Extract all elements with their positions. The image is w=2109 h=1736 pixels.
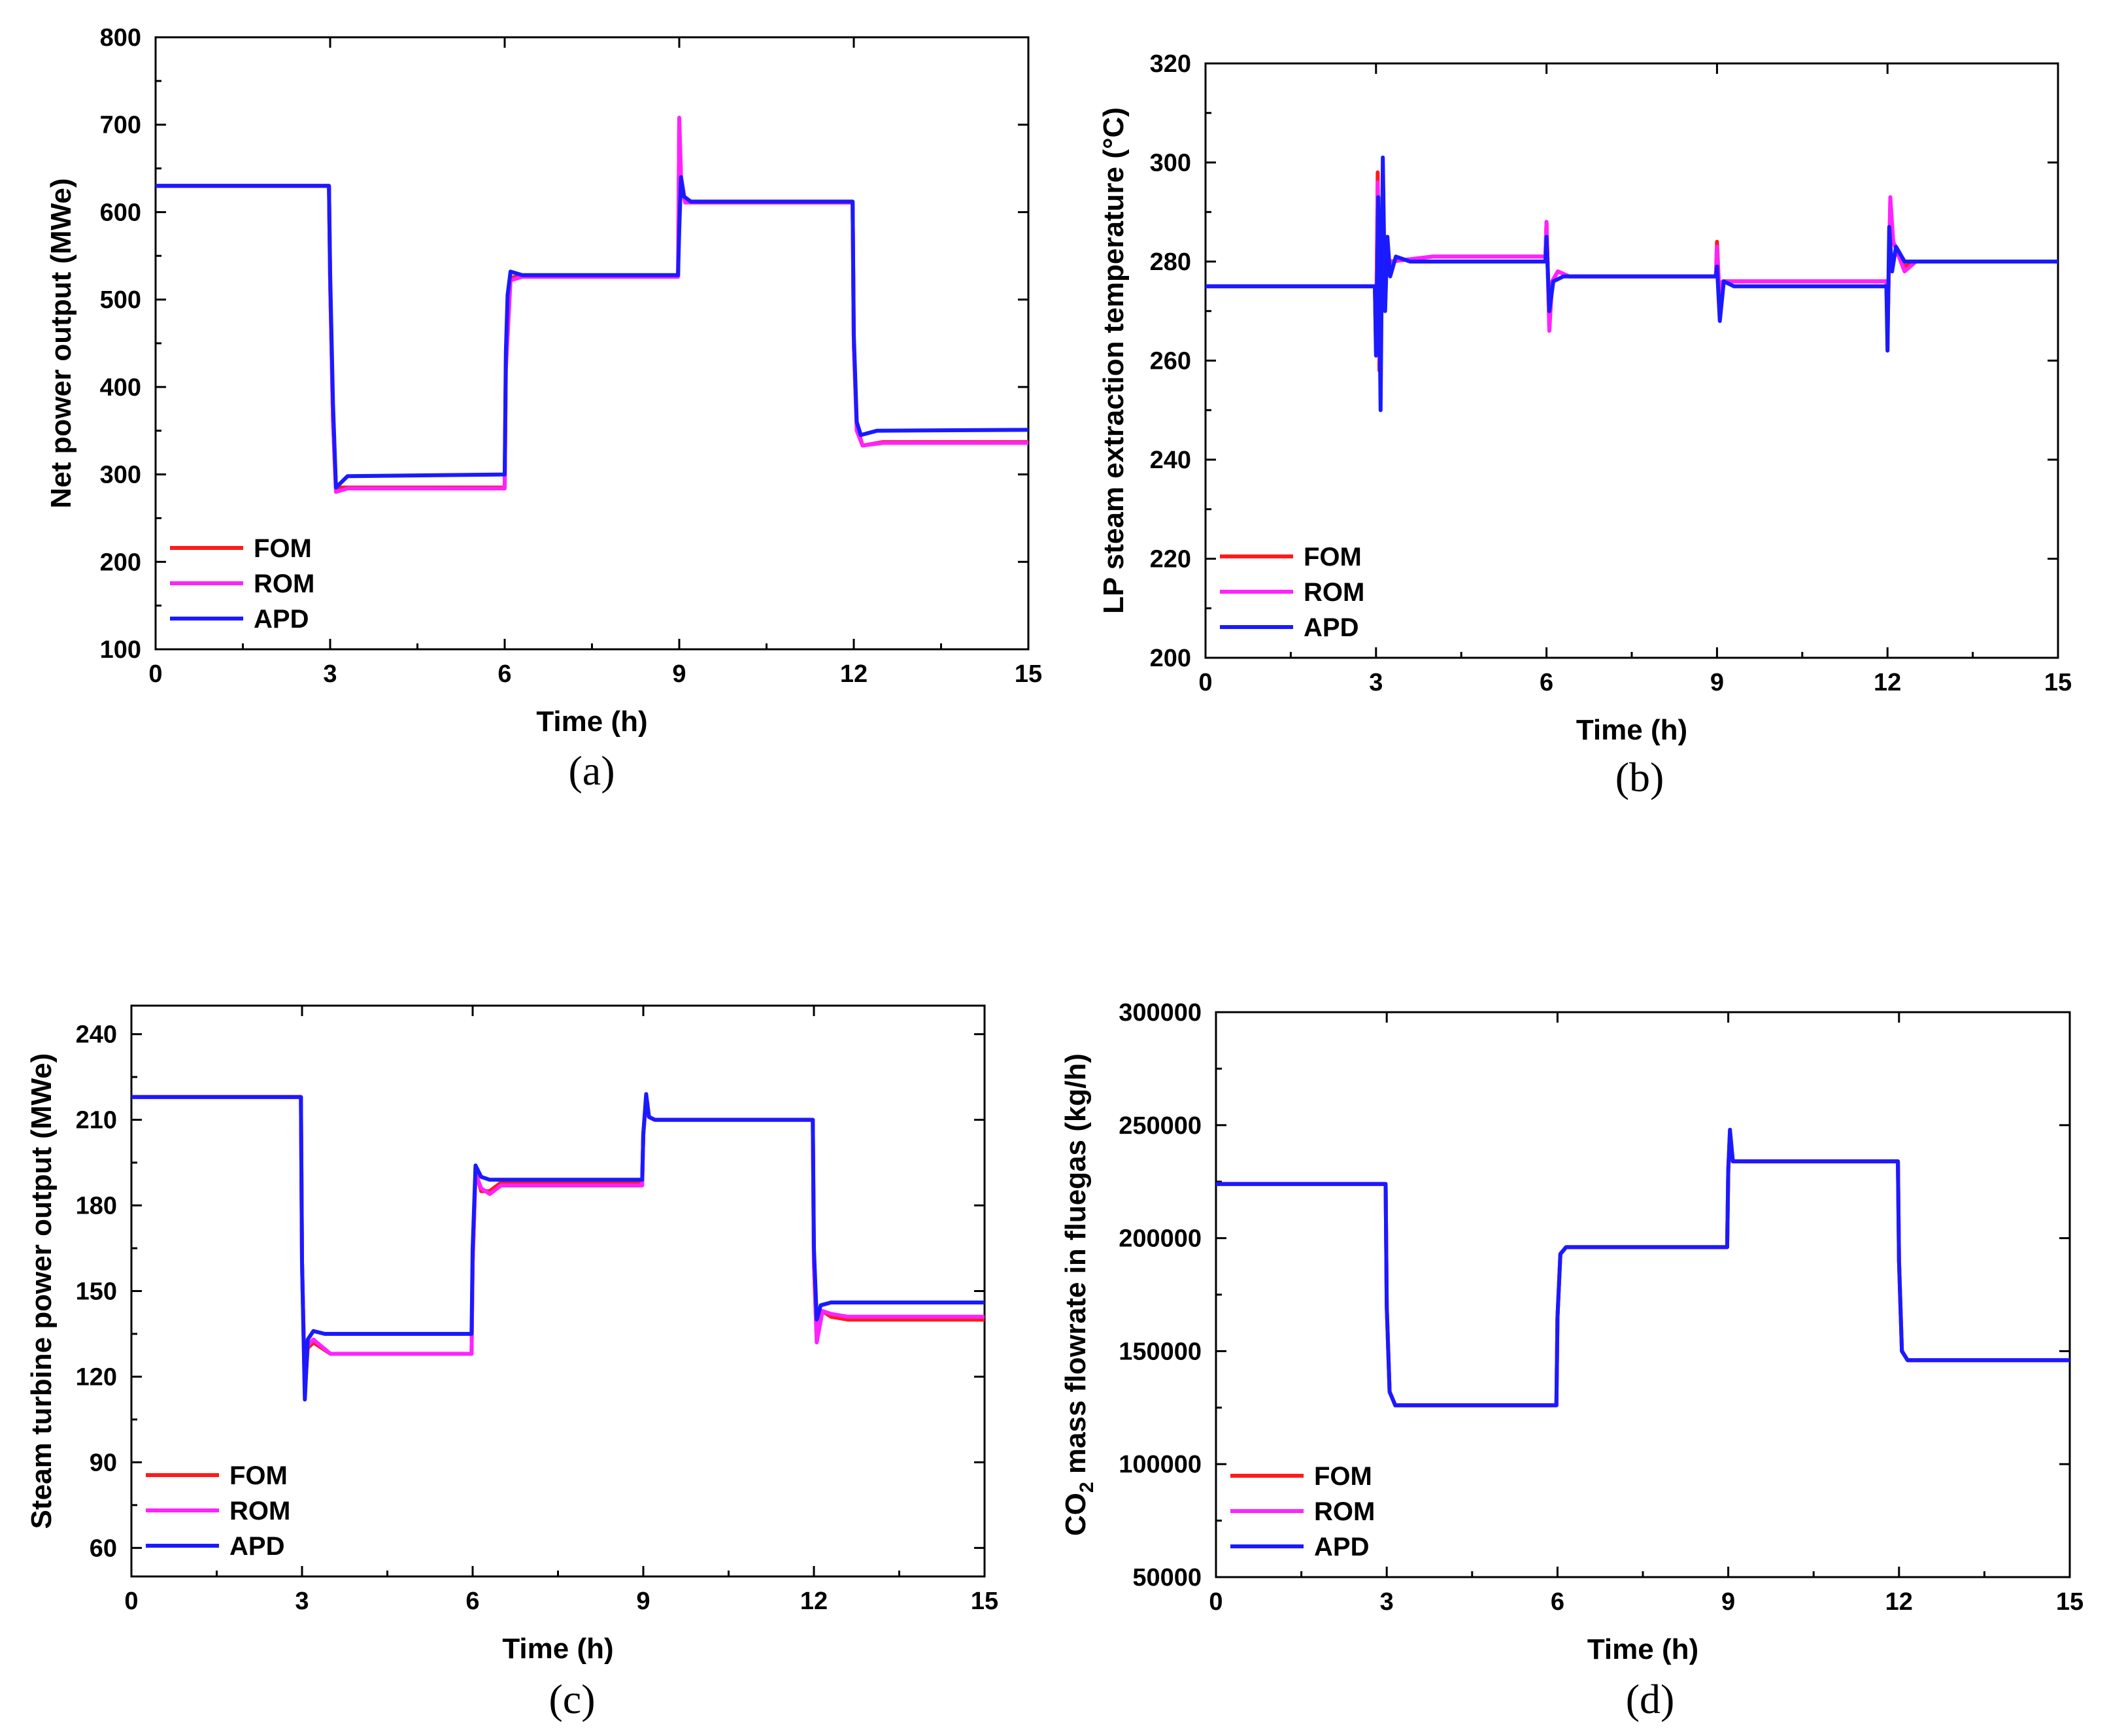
y-tick-label: 200: [100, 549, 141, 576]
series-line-fom: [156, 121, 1028, 490]
x-tick-label: 12: [840, 660, 868, 688]
y-tick-label: 60: [90, 1535, 117, 1562]
x-tick-label: 9: [1710, 669, 1724, 696]
x-tick-label: 3: [1380, 1588, 1394, 1616]
x-tick-label: 15: [2044, 669, 2072, 696]
chart-panel-a: 0 3 6 9 12 15 100 200 300 400 500 600 700 800 FOM ROM AP…: [45, 24, 1042, 794]
x-tick-label: 12: [1874, 669, 1901, 696]
chart-panel-c: 0 3 6 9 12 15 60 90 120 150 180 210 240 FOM ROM APD Time…: [25, 1004, 998, 1722]
y-tick-label: 800: [100, 24, 141, 52]
y-tick-label: 100000: [1119, 1451, 1202, 1478]
y-tick-label: 240: [76, 1021, 117, 1049]
y-axis-title: CO2 mass flowrate in fluegas (kg/h): [1060, 1053, 1098, 1536]
y-tick-label: 280: [1150, 248, 1191, 276]
x-axis-title: Time (h): [502, 1633, 613, 1665]
x-tick-label: 6: [1540, 669, 1553, 696]
legend-label-fom: FOM: [229, 1461, 288, 1490]
series-line-rom: [131, 1095, 985, 1390]
legend-label-fom: FOM: [1314, 1462, 1372, 1491]
legend-label-rom: ROM: [1314, 1497, 1375, 1526]
legend-label-apd: APD: [1304, 613, 1358, 642]
y-tick-label: 150000: [1119, 1338, 1202, 1365]
x-tick-label: 6: [498, 660, 511, 688]
series-group: [1216, 1127, 2070, 1408]
y-tick-label: 240: [1150, 447, 1191, 474]
y-tick-label: 400: [100, 374, 141, 401]
y-tick-label: 180: [76, 1193, 117, 1220]
x-tick-label: 0: [1209, 1588, 1223, 1616]
x-tick-label: 15: [971, 1588, 998, 1615]
plot-frame: [1215, 1011, 2071, 1578]
y-tick-label: 250000: [1119, 1112, 1202, 1140]
x-tick-label: 15: [1015, 660, 1042, 688]
legend-label-fom: FOM: [254, 534, 312, 563]
x-tick-label: 12: [1885, 1588, 1913, 1616]
x-tick-label: 3: [323, 660, 337, 688]
chart-panel-b: 0 3 6 9 12 15 200 220 240 260 280 300 320 FOM ROM APD Ti…: [1098, 50, 2072, 800]
legend-label-apd: APD: [1314, 1533, 1369, 1561]
y-axis-title: LP steam extraction temperature (°C): [1098, 107, 1130, 614]
x-tick-label: 3: [1369, 669, 1383, 696]
y-tick-label: 200: [1150, 645, 1191, 672]
x-tick-label: 0: [1198, 669, 1212, 696]
x-axis-title: Time (h): [536, 706, 647, 738]
x-tick-label: 12: [800, 1588, 828, 1615]
y-tick-label: 100: [100, 636, 141, 664]
legend-label-apd: APD: [254, 605, 309, 634]
series-line-apd: [131, 1092, 985, 1402]
series-group: [131, 1092, 985, 1402]
series-line-fom: [131, 1095, 985, 1393]
y-tick-label: 300: [100, 462, 141, 489]
series-line-apd: [1206, 155, 2058, 413]
series-line-fom: [1206, 170, 2058, 373]
y-tick-label: 260: [1150, 348, 1191, 375]
x-axis-title: Time (h): [1587, 1633, 1698, 1665]
panel-caption: (c): [548, 1676, 595, 1722]
panel-caption: (d): [1626, 1676, 1675, 1722]
panel-caption: (b): [1615, 754, 1664, 800]
y-axis-title: Net power output (MWe): [45, 178, 77, 508]
series-line-apd: [1216, 1127, 2070, 1408]
series-line-rom: [1206, 180, 2058, 363]
x-tick-label: 3: [295, 1588, 309, 1615]
legend-label-rom: ROM: [254, 570, 314, 598]
legend-label-rom: ROM: [1304, 578, 1364, 607]
chart-panel-d: 0 3 6 9 12 15 50000 100000 150000 200000 250000 300…: [1060, 999, 2084, 1722]
x-tick-label: 9: [1721, 1588, 1735, 1616]
x-tick-label: 9: [636, 1588, 650, 1615]
y-tick-label: 300000: [1119, 999, 1202, 1027]
legend-label-fom: FOM: [1304, 543, 1362, 571]
y-tick-label: 210: [76, 1107, 117, 1134]
y-tick-label: 200000: [1119, 1225, 1202, 1253]
y-tick-label: 150: [76, 1278, 117, 1306]
y-tick-label: 320: [1150, 50, 1191, 78]
y-axis-title: Steam turbine power output (MWe): [25, 1053, 58, 1529]
legend-label-apd: APD: [229, 1532, 284, 1561]
legend-label-rom: ROM: [229, 1497, 290, 1525]
y-tick-label: 120: [76, 1363, 117, 1391]
x-tick-label: 0: [124, 1588, 138, 1615]
y-tick-label: 90: [90, 1449, 117, 1476]
y-tick-label: 700: [100, 112, 141, 139]
series-line-rom: [1216, 1130, 2070, 1408]
y-tick-label: 50000: [1132, 1564, 1202, 1591]
x-tick-label: 15: [2056, 1588, 2084, 1616]
x-axis-title: Time (h): [1576, 714, 1687, 746]
y-tick-label: 300: [1150, 150, 1191, 177]
x-tick-label: 6: [1551, 1588, 1564, 1616]
y-tick-label: 220: [1150, 546, 1191, 573]
x-tick-label: 6: [465, 1588, 479, 1615]
series-group: [1206, 155, 2058, 413]
y-tick-label: 500: [100, 286, 141, 314]
series-line-fom: [1216, 1132, 2070, 1408]
series-group: [156, 116, 1028, 494]
y-tick-label: 600: [100, 199, 141, 226]
x-tick-label: 0: [148, 660, 162, 688]
series-line-rom: [156, 116, 1028, 494]
series-line-apd: [156, 175, 1028, 490]
x-tick-label: 9: [672, 660, 686, 688]
panel-caption: (a): [568, 747, 615, 794]
plot-frame: [130, 1004, 986, 1578]
